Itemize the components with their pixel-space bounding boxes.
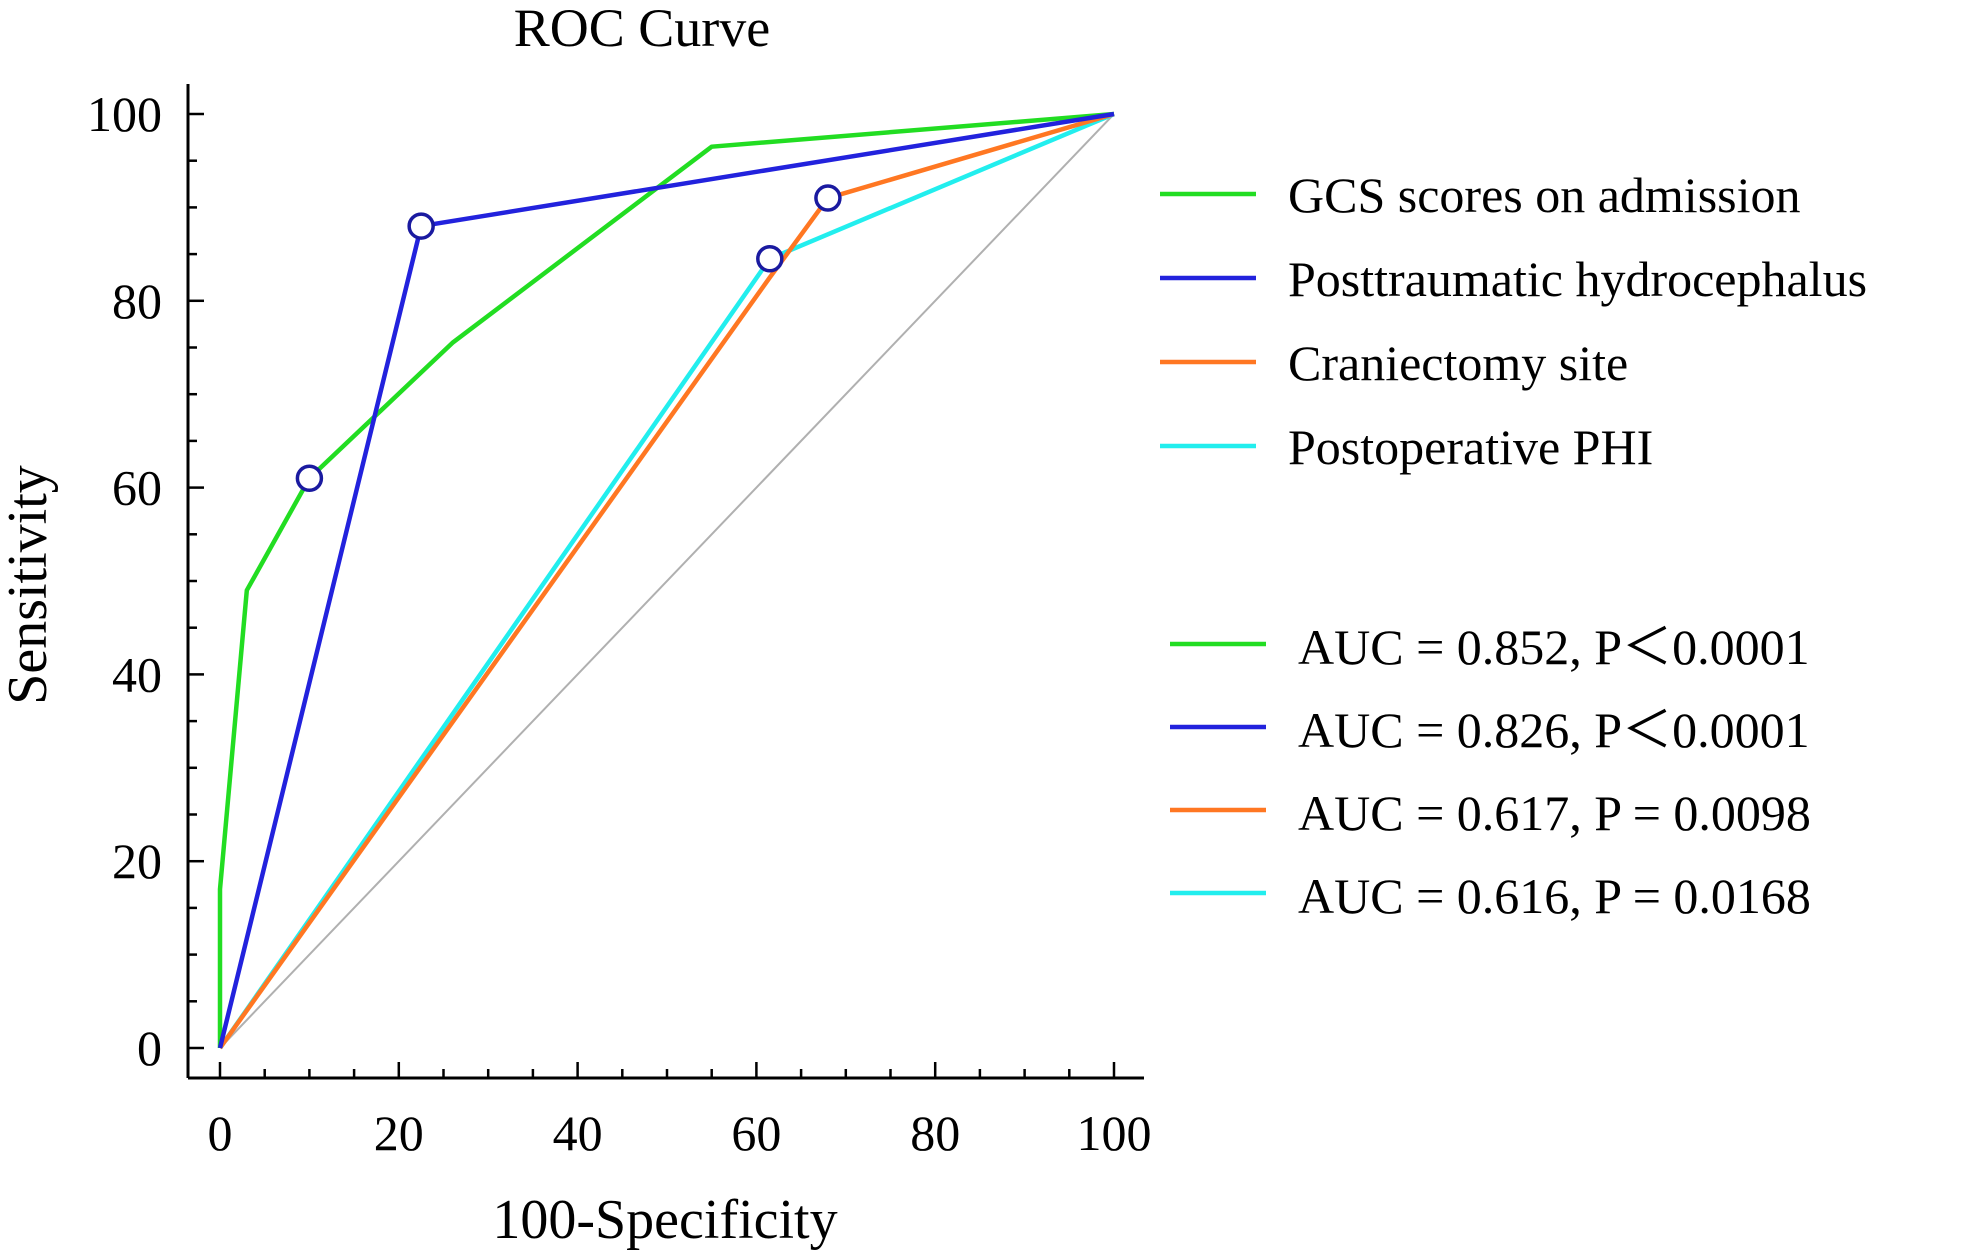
- axes-layer: 0 20 40 60 80 100 0 20 40 60 80 100: [87, 84, 1152, 1161]
- legend-label: Posttraumatic hydrocephalus: [1288, 251, 1867, 307]
- x-tick-label: 40: [553, 1105, 603, 1161]
- legend-label: Craniectomy site: [1288, 335, 1628, 391]
- y-tick-label: 40: [112, 646, 162, 702]
- x-tick-label: 100: [1077, 1105, 1152, 1161]
- x-tick-label: 80: [910, 1105, 960, 1161]
- chart-title: ROC Curve: [514, 0, 771, 58]
- y-axis-label: Sensitivity: [0, 465, 59, 705]
- x-tick-label: 0: [208, 1105, 233, 1161]
- y-tick-label: 80: [112, 273, 162, 329]
- legend-label: Postoperative PHI: [1288, 419, 1653, 475]
- series-line: [218, 111, 1115, 1050]
- legend-label: GCS scores on admission: [1288, 167, 1801, 223]
- criterion-point-marker: [756, 245, 784, 273]
- x-tick-label: 20: [374, 1105, 424, 1161]
- y-tick-label: 0: [137, 1020, 162, 1076]
- y-tick-label: 60: [112, 460, 162, 516]
- reference-layer: [219, 113, 1115, 1049]
- criterion-point-marker: [814, 184, 842, 212]
- criterion-point-marker: [295, 464, 324, 493]
- y-tick-label: 100: [87, 86, 162, 142]
- reference-diagonal-line: [219, 113, 1115, 1049]
- criterion-point-marker: [407, 212, 435, 240]
- y-tick-label: 20: [112, 833, 162, 889]
- auc-legend-label: AUC = 0.616, P = 0.0168: [1298, 868, 1811, 924]
- x-tick-label: 60: [731, 1105, 781, 1161]
- auc-legend-label: AUC = 0.852, P＜0.0001: [1298, 619, 1810, 675]
- auc-legend-label: AUC = 0.617, P = 0.0098: [1298, 785, 1811, 841]
- auc-legend-label: AUC = 0.826, P＜0.0001: [1298, 702, 1810, 758]
- x-axis-label: 100-Specificity: [492, 1189, 837, 1251]
- markers-layer: [295, 184, 842, 493]
- legend-layer: GCS scores on admission Posttraumatic hyd…: [1160, 167, 1867, 924]
